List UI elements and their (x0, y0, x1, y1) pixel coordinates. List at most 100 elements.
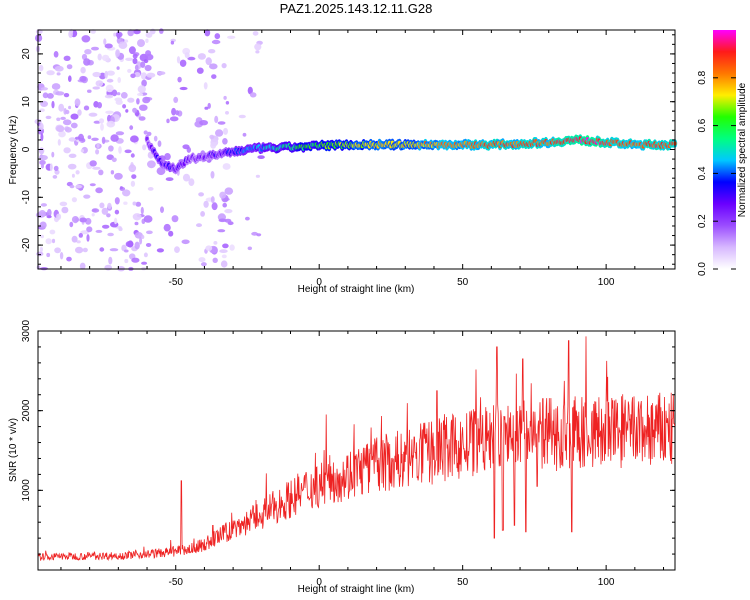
spectrogram-noise-blob (127, 97, 135, 103)
spectrogram-noise-blob (215, 129, 224, 137)
spectrogram-noise-blob (107, 202, 112, 209)
spectrogram-noise-blob (247, 246, 252, 251)
spectrogram-noise-blob (164, 153, 171, 161)
spectrogram-noise-blob (130, 153, 135, 158)
spectrogram-noise-blob (139, 104, 148, 111)
snr-x-ticks: -50 0 50 100 (60, 331, 665, 588)
spectrogram-noise-blob (92, 71, 101, 78)
spectrogram-marks (34, 28, 678, 272)
spectrogram-noise-blob (56, 213, 62, 220)
spectrogram-noise-blob (83, 105, 90, 111)
spectrogram-noise-blob (60, 116, 66, 120)
spectrogram-noise-blob (211, 39, 221, 45)
spectrogram-noise-blob (138, 116, 146, 121)
spectrogram-noise-blob (111, 157, 117, 163)
spectrogram-noise-blob (211, 74, 217, 79)
spectrogram-noise-blob (255, 50, 260, 54)
spectrogram-x-tick-label: 0 (316, 277, 322, 288)
spectrogram-noise-blob (38, 147, 45, 155)
spectrogram-noise-blob (107, 232, 114, 237)
spectrogram-noise-blob (179, 59, 187, 67)
spectrogram-noise-blob (68, 75, 72, 82)
spectrogram-noise-blob (82, 247, 88, 253)
spectrogram-noise-blob (80, 149, 85, 153)
spectrogram-noise-blob (224, 218, 232, 223)
spectrogram-noise-blob (165, 177, 174, 182)
spectrogram-noise-blob (147, 160, 156, 169)
spectrogram-noise-blob (134, 221, 139, 226)
spectrogram-noise-blob (92, 86, 100, 90)
spectrogram-noise-blob (115, 131, 125, 136)
spectrogram-noise-blob (109, 248, 119, 252)
spectrogram-noise-blob (224, 187, 234, 195)
snr-y-label: SNR (10 * v/v) (8, 418, 19, 482)
spectrogram-noise-blob (128, 46, 136, 55)
spectrogram-noise-blob (70, 113, 79, 120)
spectrogram-noise-blob (58, 130, 66, 138)
spectrogram-noise-blob (131, 174, 137, 180)
spectrogram-noise-blob (137, 85, 146, 94)
spectrogram-noise-blob (39, 160, 46, 165)
spectrogram-noise-blob (122, 104, 127, 109)
spectrogram-noise-blob (61, 206, 69, 214)
spectrogram-noise-blob (139, 236, 143, 245)
spectrogram-noise-blob (87, 135, 92, 140)
spectrogram-noise-blob (207, 102, 211, 109)
spectrogram-noise-blob (103, 38, 107, 45)
spectrogram-noise-blob (210, 171, 215, 179)
spectrogram-noise-blob (238, 114, 246, 119)
spectrogram-noise-blob (174, 246, 180, 254)
spectrogram-noise-blob (106, 70, 115, 76)
spectrogram-noise-blob (108, 145, 114, 152)
spectrogram-noise-blob (40, 100, 48, 107)
spectrogram-noise-blob (86, 226, 93, 233)
spectrogram-noise-blob (132, 213, 142, 221)
spectrogram-noise-blob (196, 67, 204, 74)
spectrogram-noise-blob (147, 187, 154, 191)
spectrogram-noise-blob (252, 31, 259, 36)
spectrogram-noise-blob (69, 184, 75, 189)
spectrogram-noise-blob (204, 29, 211, 37)
spectrogram-noise-blob (179, 86, 188, 91)
spectrogram-noise-blob (46, 93, 54, 99)
spectrogram-y-tick-label: -10 (21, 190, 32, 205)
spectrogram-noise-blob (254, 43, 262, 51)
spectrogram-noise-blob (54, 65, 64, 72)
spectrogram-noise-blob (212, 257, 218, 263)
spectrogram-noise-blob (39, 246, 44, 253)
spectrogram-noise-blob (201, 262, 207, 267)
spectrogram-noise-blob (223, 95, 227, 100)
spectrogram-noise-blob (203, 200, 209, 208)
spectrogram-noise-blob (146, 131, 152, 136)
spectrogram-x-tick-label: -50 (169, 277, 184, 288)
spectrogram-noise-blob (198, 192, 205, 197)
spectrogram-noise-blob (39, 122, 44, 131)
spectrogram-noise-blob (49, 163, 53, 172)
spectrogram-noise-blob (63, 55, 71, 61)
spectrogram-noise-blob (69, 221, 74, 228)
spectrogram-noise-blob (102, 224, 110, 229)
spectrogram-noise-blob (220, 260, 228, 268)
spectrogram-noise-blob (110, 221, 119, 228)
spectrogram-noise-blob (156, 167, 166, 176)
spectrogram-noise-blob (59, 252, 64, 260)
spectrogram-noise-blob (203, 82, 208, 90)
spectrogram-noise-blob (134, 241, 140, 250)
spectrogram-noise-blob (145, 32, 153, 38)
colorbar-tick-label: 0.2 (697, 214, 708, 228)
spectrogram-noise-blob (168, 230, 174, 237)
spectrogram-noise-blob (62, 119, 72, 126)
spectrogram-noise-blob (80, 230, 90, 235)
spectrogram-noise-blob (108, 256, 113, 265)
spectrogram-noise-blob (210, 196, 215, 204)
spectrogram-background (38, 30, 675, 269)
spectrogram-noise-blob (114, 217, 118, 225)
spectrogram-noise-blob (51, 151, 55, 158)
spectrogram-noise-blob (124, 258, 129, 264)
spectrogram-noise-blob (95, 149, 100, 155)
spectrogram-noise-blob (208, 49, 216, 54)
spectrogram-noise-blob (134, 64, 139, 71)
spectrogram-noise-blob (124, 149, 132, 154)
spectrogram-noise-blob (46, 70, 55, 76)
spectrogram-noise-blob (45, 238, 52, 245)
